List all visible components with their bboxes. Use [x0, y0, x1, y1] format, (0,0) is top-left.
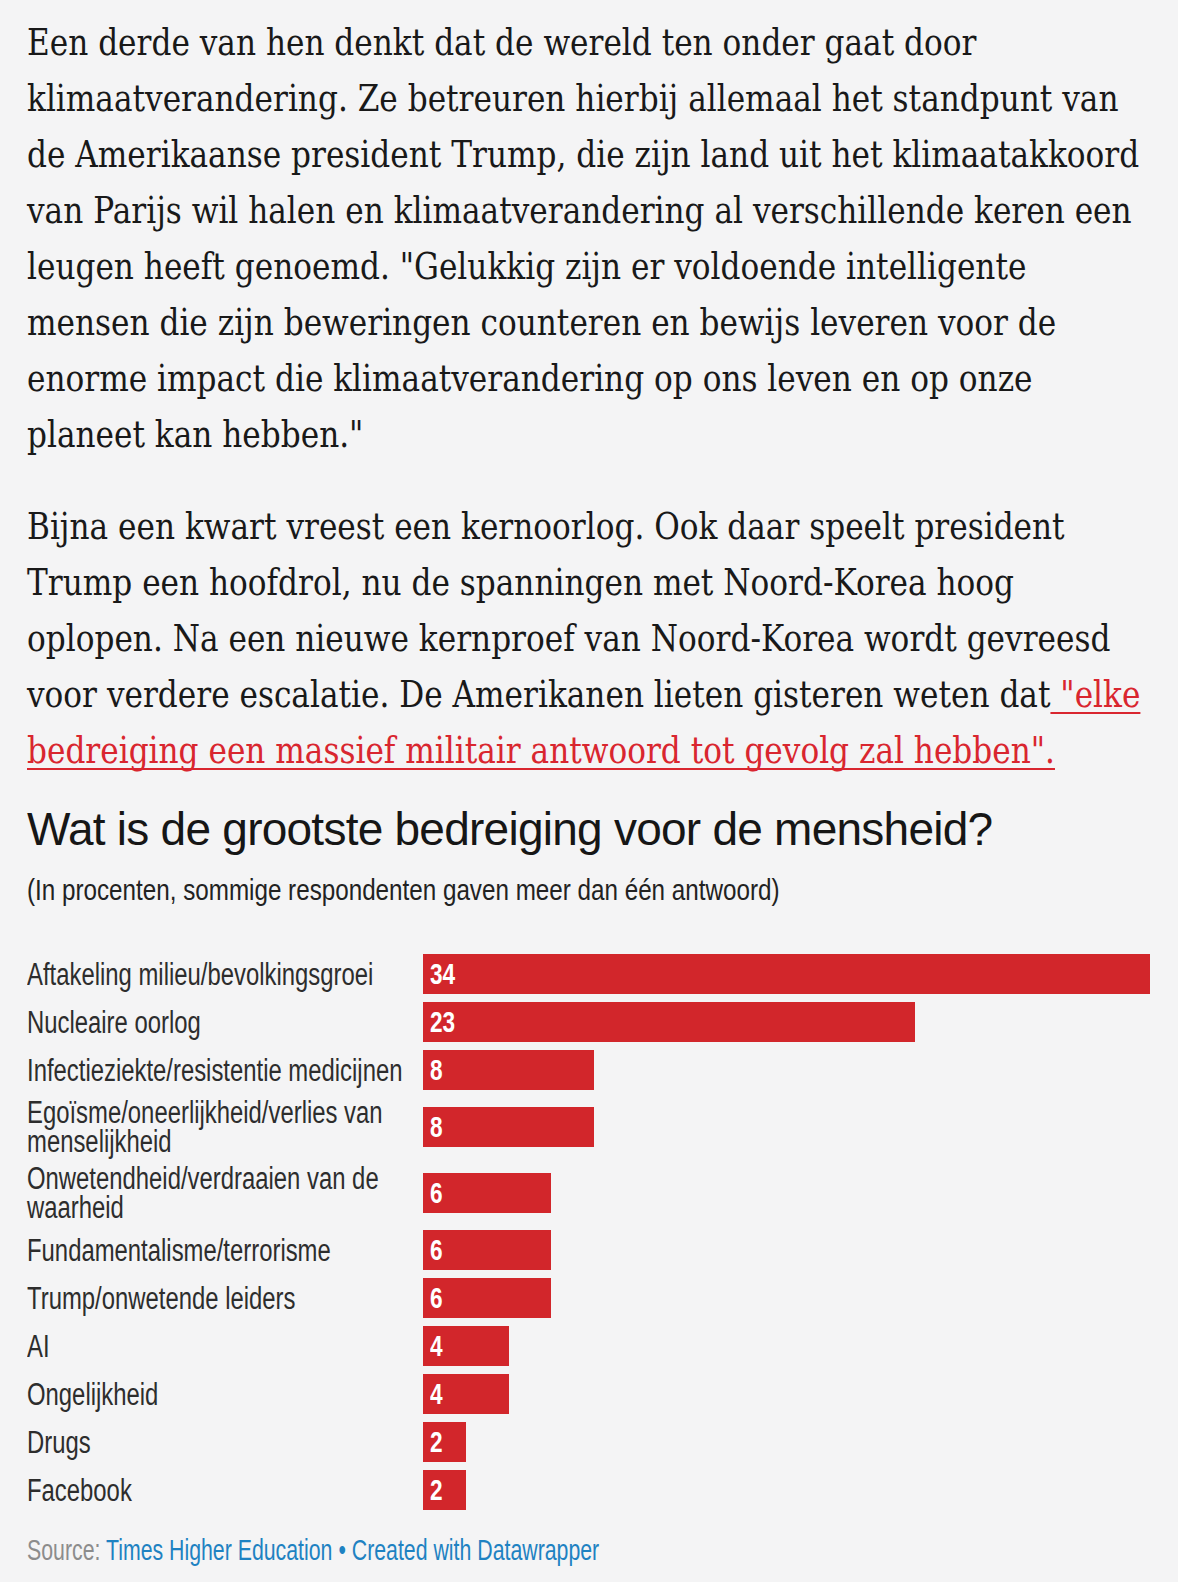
category-label: Fundamentalisme/terrorisme [27, 1236, 423, 1265]
chart-row: Trump/onwetende leiders6 [27, 1278, 1150, 1318]
category-label-text: Egoïsme/oneerlijkheid/verlies van mensel… [27, 1098, 423, 1156]
value-label: 2 [423, 1474, 443, 1507]
bar-area: 6 [423, 1230, 1150, 1270]
value-label: 4 [423, 1330, 443, 1363]
bar-chart: Wat is de grootste bedreiging voor de me… [27, 802, 1150, 1567]
category-label-text: Aftakeling milieu/bevolkingsgroei [27, 960, 423, 989]
value-label: 8 [423, 1054, 443, 1087]
chart-row: Infectieziekte/resistentie medicijnen8 [27, 1050, 1150, 1090]
bar-area: 4 [423, 1326, 1150, 1366]
chart-row: Nucleaire oorlog23 [27, 1002, 1150, 1042]
bar: 8 [423, 1107, 594, 1147]
category-label-text: Trump/onwetende leiders [27, 1284, 423, 1313]
bar: 4 [423, 1374, 509, 1414]
category-label: Infectieziekte/resistentie medicijnen [27, 1056, 423, 1085]
bar: 23 [423, 1002, 915, 1042]
category-label-text: Ongelijkheid [27, 1380, 423, 1409]
value-label: 2 [423, 1426, 443, 1459]
bar: 34 [423, 954, 1150, 994]
chart-row: Fundamentalisme/terrorisme6 [27, 1230, 1150, 1270]
value-label: 34 [423, 958, 455, 991]
chart-row: Ongelijkheid4 [27, 1374, 1150, 1414]
bar-area: 2 [423, 1470, 1150, 1510]
footer-separator: • [338, 1533, 345, 1566]
bar-area: 8 [423, 1107, 1150, 1147]
category-label: Aftakeling milieu/bevolkingsgroei [27, 960, 423, 989]
chart-footer-text: Source: Times Higher Education • Created… [27, 1533, 599, 1567]
bar: 2 [423, 1470, 466, 1510]
chart-footer: Source: Times Higher Education • Created… [27, 1533, 1150, 1567]
page: Een derde van hen denkt dat de wereld te… [0, 0, 1178, 1567]
category-label-text: Fundamentalisme/terrorisme [27, 1236, 423, 1265]
bar-area: 8 [423, 1050, 1150, 1090]
bar-area: 34 [423, 954, 1150, 994]
category-label: Trump/onwetende leiders [27, 1284, 423, 1313]
category-label: Onwetendheid/verdraaien van de waarheid [27, 1164, 423, 1222]
chart-row: AI4 [27, 1326, 1150, 1366]
value-label: 4 [423, 1378, 443, 1411]
category-label: Ongelijkheid [27, 1380, 423, 1409]
chart-subtitle-text: (In procenten, sommige respondenten gave… [27, 873, 779, 907]
chart-row: Facebook2 [27, 1470, 1150, 1510]
value-label: 6 [423, 1282, 443, 1315]
chart-title: Wat is de grootste bedreiging voor de me… [27, 802, 1150, 856]
chart-row: Aftakeling milieu/bevolkingsgroei34 [27, 954, 1150, 994]
value-label: 6 [423, 1177, 443, 1210]
chart-row: Drugs2 [27, 1422, 1150, 1462]
category-label: Egoïsme/oneerlijkheid/verlies van mensel… [27, 1098, 423, 1156]
category-label: AI [27, 1332, 423, 1361]
chart-row: Egoïsme/oneerlijkheid/verlies van mensel… [27, 1098, 1150, 1156]
value-label: 8 [423, 1111, 443, 1144]
value-label: 6 [423, 1234, 443, 1267]
category-label: Facebook [27, 1476, 423, 1505]
paragraph-1: Een derde van hen denkt dat de wereld te… [27, 14, 1150, 462]
source-label: Source: [27, 1533, 100, 1566]
chart-rows: Aftakeling milieu/bevolkingsgroei34Nucle… [27, 954, 1150, 1510]
bar-area: 4 [423, 1374, 1150, 1414]
category-label: Drugs [27, 1428, 423, 1457]
chart-subtitle: (In procenten, sommige respondenten gave… [27, 873, 1150, 907]
category-label-text: Onwetendheid/verdraaien van de waarheid [27, 1164, 423, 1222]
paragraph-2: Bijna een kwart vreest een kernoorlog. O… [27, 498, 1150, 778]
chart-row: Onwetendheid/verdraaien van de waarheid6 [27, 1164, 1150, 1222]
bar: 2 [423, 1422, 466, 1462]
bar: 6 [423, 1230, 551, 1270]
category-label: Nucleaire oorlog [27, 1008, 423, 1037]
paragraph-2-text: Bijna een kwart vreest een kernoorlog. O… [27, 504, 1110, 716]
category-label-text: Nucleaire oorlog [27, 1008, 423, 1037]
article-text: Een derde van hen denkt dat de wereld te… [27, 14, 1150, 778]
bar: 6 [423, 1173, 551, 1213]
bar: 8 [423, 1050, 594, 1090]
category-label-text: Drugs [27, 1428, 423, 1457]
bar-area: 6 [423, 1173, 1150, 1213]
category-label-text: AI [27, 1332, 423, 1361]
source-link[interactable]: Times Higher Education [106, 1533, 333, 1566]
datawrapper-credit-link[interactable]: Created with Datawrapper [352, 1533, 599, 1566]
bar-area: 6 [423, 1278, 1150, 1318]
value-label: 23 [423, 1006, 455, 1039]
bar-area: 2 [423, 1422, 1150, 1462]
bar-area: 23 [423, 1002, 1150, 1042]
category-label-text: Infectieziekte/resistentie medicijnen [27, 1056, 423, 1085]
bar: 6 [423, 1278, 551, 1318]
bar: 4 [423, 1326, 509, 1366]
category-label-text: Facebook [27, 1476, 423, 1505]
